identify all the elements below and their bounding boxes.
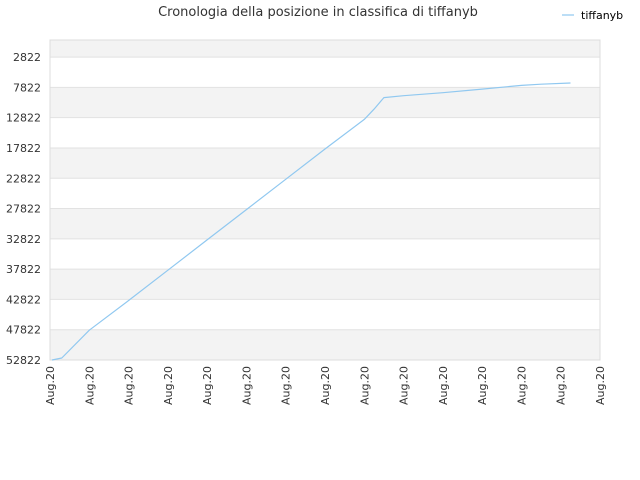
x-tick-label: Aug.20 — [594, 366, 607, 405]
grid-band — [50, 208, 600, 239]
grid-bands — [50, 40, 600, 360]
grid-band — [50, 117, 600, 148]
x-tick-label: Aug.20 — [555, 366, 568, 405]
x-tick-label: Aug.20 — [358, 366, 371, 405]
y-tick-label: 42822 — [6, 293, 41, 306]
series-line-tiffanyb — [51, 82, 571, 361]
grid-band — [50, 57, 600, 88]
x-tick-label: Aug.20 — [162, 366, 175, 405]
y-tick-label: 27822 — [6, 203, 41, 216]
y-tick-label: 47822 — [6, 324, 41, 337]
x-tick-label: Aug.20 — [201, 366, 214, 405]
y-tick-label: 17822 — [6, 142, 41, 155]
x-tick-label: Aug.20 — [437, 366, 450, 405]
y-tick-label: 2822 — [13, 51, 41, 64]
plot-series — [51, 82, 571, 361]
y-axis-ticks: 2822 7822 12822 17822 22822 27822 32822 37822 42… — [6, 51, 41, 367]
x-tick-label: Aug.20 — [476, 366, 489, 405]
x-tick-label: Aug.20 — [319, 366, 332, 405]
x-axis-ticks: Aug.20 Aug.20 Aug.20 Aug.20 Aug.20 Aug.20 Aug.… — [44, 366, 607, 405]
x-tick-label: Aug.20 — [83, 366, 96, 405]
grid-band — [50, 269, 600, 300]
grid-band — [50, 299, 600, 330]
y-tick-label: 12822 — [6, 112, 41, 125]
x-tick-label: Aug.20 — [398, 366, 411, 405]
y-tick-label: 7822 — [13, 81, 41, 94]
y-tick-label: 52822 — [6, 354, 41, 367]
y-tick-label: 32822 — [6, 233, 41, 246]
gridlines — [49, 39, 601, 361]
grid-band — [50, 329, 600, 360]
plot-frame — [49, 39, 601, 361]
grid-band — [50, 40, 600, 58]
x-tick-label: Aug.20 — [280, 366, 293, 405]
grid-band — [50, 178, 600, 209]
chart-title: Cronologia della posizione in classifica… — [158, 5, 478, 20]
x-tick-label: Aug.20 — [44, 366, 57, 405]
y-tick-label: 22822 — [6, 172, 41, 185]
x-tick-label: Aug.20 — [123, 366, 136, 405]
grid-band — [50, 87, 600, 118]
grid-band — [50, 238, 600, 270]
y-tick-label: 37822 — [6, 263, 41, 276]
legend-label-tiffanyb: tiffanyb — [581, 9, 623, 22]
grid-band — [50, 147, 600, 179]
x-tick-label: Aug.20 — [240, 366, 253, 405]
x-tick-label: Aug.20 — [515, 366, 528, 405]
legend: tiffanyb — [562, 9, 623, 22]
